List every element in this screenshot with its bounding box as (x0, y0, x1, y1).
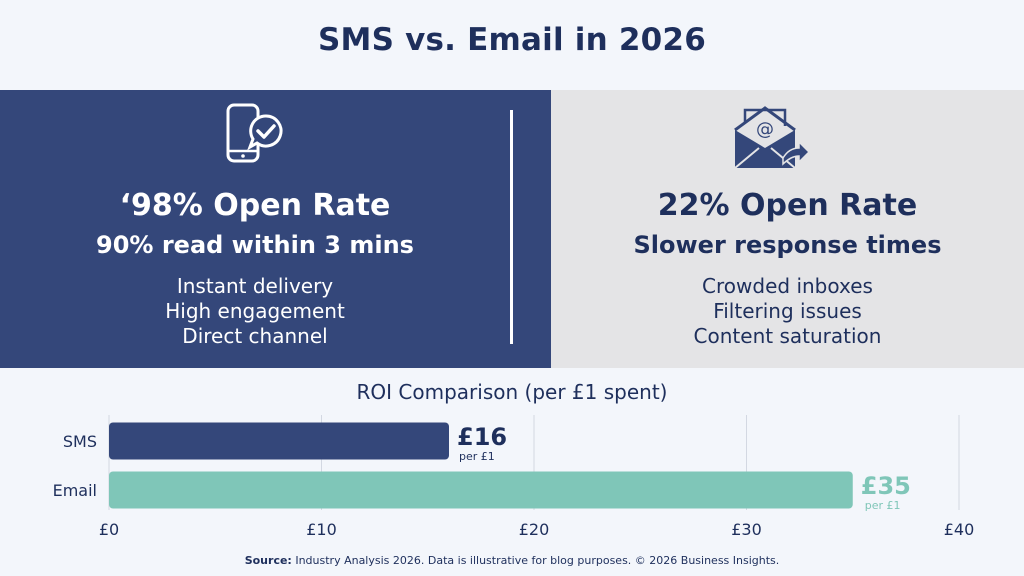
sms-feature-item: Direct channel (182, 324, 328, 348)
page-title: SMS vs. Email in 2026 (318, 22, 706, 58)
sms-feature-item: High engagement (165, 299, 345, 323)
panel-divider (510, 110, 513, 344)
data-label: £16 (457, 423, 507, 451)
envelope-at-forward-icon: @ (731, 104, 811, 178)
chart-title: ROI Comparison (per £1 spent) (356, 380, 668, 404)
email-open-rate: 22% Open Rate (657, 188, 918, 223)
sms-feature-item: Instant delivery (176, 274, 334, 298)
email-subhead: Slower response times (633, 231, 942, 259)
data-label: £35 (861, 472, 911, 500)
svg-text:@: @ (756, 119, 774, 140)
email-feature-list: Crowded inboxes Filtering issues Content… (551, 274, 1024, 349)
category-label: SMS (63, 432, 97, 451)
sms-feature-list: Instant delivery High engagement Direct … (0, 274, 510, 349)
email-feature-item: Content saturation (693, 324, 882, 348)
sms-open-rate: ‘98% Open Rate (119, 188, 391, 223)
email-feature-item: Crowded inboxes (702, 274, 873, 298)
category-label: Email (53, 481, 97, 500)
email-panel: @ 22% Open Rate Slower response times Cr… (551, 90, 1024, 368)
x-tick-label: £10 (306, 520, 337, 539)
bar (109, 422, 449, 460)
x-tick-label: £20 (519, 520, 550, 539)
source-label: Source: (244, 554, 292, 567)
x-tick-label: £30 (731, 520, 762, 539)
source-text: Industry Analysis 2026. Data is illustra… (295, 554, 780, 567)
sms-panel: ‘98% Open Rate 90% read within 3 mins In… (0, 90, 551, 368)
sms-subhead: 90% read within 3 mins (96, 231, 414, 259)
bar (109, 471, 853, 509)
source-note: Source: Industry Analysis 2026. Data is … (0, 554, 1024, 567)
data-sublabel: per £1 (459, 450, 495, 463)
x-tick-label: £40 (944, 520, 975, 539)
data-sublabel: per £1 (865, 499, 901, 512)
smartphone-chat-check-icon (224, 102, 288, 172)
email-feature-item: Filtering issues (713, 299, 862, 323)
x-tick-label: £0 (99, 520, 119, 539)
